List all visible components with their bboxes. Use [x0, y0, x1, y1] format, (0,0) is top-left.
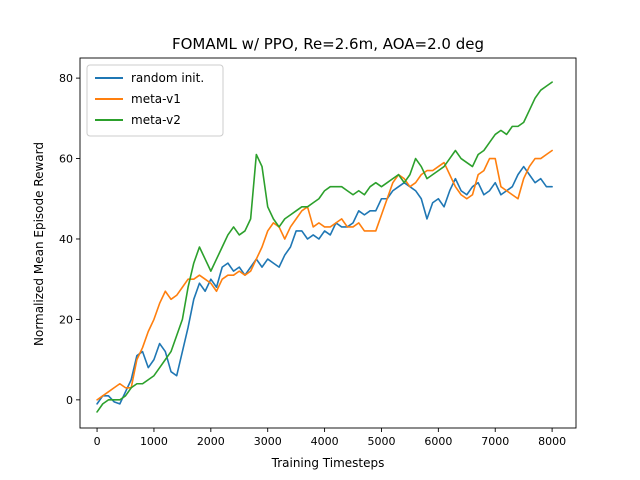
- legend-box: [86, 64, 224, 137]
- plot-frame: [79, 57, 577, 429]
- y-tick-label: 0: [66, 394, 73, 407]
- x-tick-label: 2000: [197, 435, 225, 448]
- x-tick-label: 4000: [311, 435, 339, 448]
- y-tick-label: 80: [59, 72, 73, 85]
- y-tick-label: 40: [59, 233, 73, 246]
- y-axis-label: Normalized Mean Episode Reward: [32, 142, 46, 346]
- legend: random init. meta-v1 meta-v2: [86, 64, 224, 137]
- legend-label-0: random init.: [131, 71, 204, 85]
- x-tick-label: 8000: [538, 435, 566, 448]
- plot-area: 0 1000 2000 3000 4000 5000 6000 7000 8000 0 20 40 60…: [59, 57, 577, 448]
- legend-label-2: meta-v2: [131, 113, 181, 127]
- chart-title: FOMAML w/ PPO, Re=2.6m, AOA=2.0 deg: [172, 35, 484, 53]
- series-line-1: [96, 149, 553, 401]
- x-tick-label: 1000: [140, 435, 168, 448]
- y-tick-label: 20: [59, 313, 73, 326]
- series-line-0: [96, 165, 553, 405]
- legend-label-1: meta-v1: [131, 92, 181, 106]
- x-tick-label: 0: [94, 435, 101, 448]
- x-tick-label: 3000: [254, 435, 282, 448]
- series-line-2: [96, 81, 553, 413]
- x-tick-label: 7000: [481, 435, 509, 448]
- y-tick-label: 60: [59, 153, 73, 166]
- x-tick-label: 6000: [424, 435, 452, 448]
- x-axis-label: Training Timesteps: [271, 456, 385, 470]
- x-tick-label: 5000: [367, 435, 395, 448]
